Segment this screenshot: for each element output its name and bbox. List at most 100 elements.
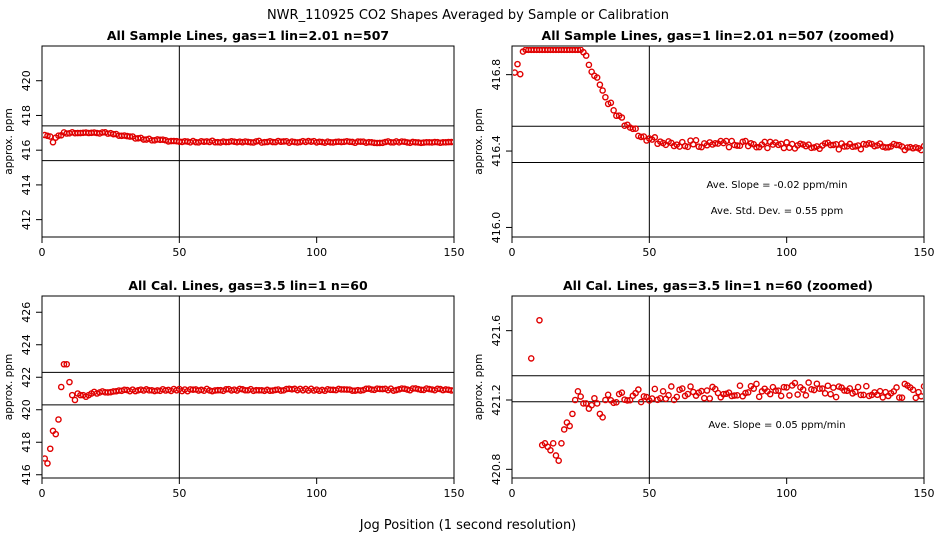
data-point — [852, 388, 859, 396]
data-point — [736, 382, 744, 389]
data-point — [60, 360, 68, 368]
panel-1: All Sample Lines, gas=1 lin=2.01 n=507 0 5… — [3, 28, 465, 259]
data-points — [43, 360, 453, 467]
data-point — [635, 386, 642, 393]
y-tick-label: 414 — [20, 174, 33, 195]
data-point — [555, 457, 562, 464]
data-point — [841, 387, 848, 394]
data-point — [830, 141, 837, 149]
x-tick-label: 0 — [39, 246, 46, 259]
data-point — [854, 383, 862, 391]
data-point — [673, 393, 681, 401]
y-axis-label: approx. ppm — [473, 108, 485, 174]
data-point — [637, 133, 645, 141]
data-point — [44, 132, 51, 140]
data-point — [637, 398, 645, 406]
data-point — [629, 125, 637, 133]
data-point — [659, 387, 667, 395]
x-tick-label: 50 — [642, 246, 656, 259]
data-point — [780, 144, 788, 152]
y-tick-label: 418 — [20, 432, 33, 453]
data-point — [744, 389, 752, 396]
data-point — [613, 399, 620, 406]
data-point — [695, 143, 703, 150]
data-point — [63, 360, 71, 368]
data-point — [596, 81, 604, 89]
data-point — [813, 380, 821, 388]
data-point — [912, 394, 920, 402]
data-point — [450, 387, 453, 394]
data-points — [513, 47, 923, 154]
data-point — [599, 414, 606, 421]
data-point — [55, 132, 62, 139]
data-point — [574, 388, 582, 395]
panel-title: All Cal. Lines, gas=3.5 lin=1 n=60 — [128, 278, 368, 293]
y-tick-label: 412 — [20, 209, 33, 230]
data-point — [805, 379, 812, 386]
y-tick-label: 426 — [20, 302, 33, 323]
y-tick-label: 420 — [20, 70, 33, 91]
data-point — [447, 138, 453, 146]
data-point — [755, 393, 763, 401]
data-point — [678, 385, 686, 392]
y-tick-label: 416 — [20, 464, 33, 485]
data-point — [52, 430, 60, 438]
figure-title: NWR_110925 CO2 Shapes Averaged by Sample… — [267, 8, 669, 23]
data-point — [791, 379, 799, 387]
x-tick-label: 0 — [509, 246, 516, 259]
data-points — [43, 129, 453, 147]
panel-title: All Sample Lines, gas=1 lin=2.01 n=507 — [107, 28, 389, 43]
data-point — [549, 440, 557, 447]
y-axis-label: approx. ppm — [3, 108, 15, 174]
data-point — [733, 142, 741, 149]
x-tick-label: 50 — [642, 487, 656, 500]
data-point — [55, 416, 62, 423]
data-point — [777, 392, 785, 400]
panel-4: All Cal. Lines, gas=3.5 lin=1 n=60 (zoom… — [473, 278, 935, 500]
data-point — [569, 410, 576, 418]
data-point — [57, 383, 65, 391]
data-point — [577, 393, 584, 400]
plot-frame — [511, 295, 925, 479]
data-point — [588, 401, 595, 409]
x-tick-label: 100 — [776, 246, 797, 259]
data-point — [604, 391, 612, 399]
data-point — [753, 380, 760, 388]
data-point — [816, 385, 823, 393]
data-point — [668, 383, 675, 390]
data-point — [593, 400, 601, 407]
x-tick-label: 100 — [776, 487, 797, 500]
data-point — [574, 47, 582, 54]
y-tick-label: 418 — [20, 105, 33, 126]
data-point — [711, 139, 719, 147]
y-tick-label: 420.8 — [490, 454, 503, 486]
x-tick-label: 150 — [914, 246, 935, 259]
data-point — [610, 399, 617, 407]
data-point — [808, 386, 815, 393]
data-point — [651, 385, 659, 393]
data-point — [618, 389, 626, 396]
data-point — [613, 112, 620, 120]
x-tick-label: 0 — [39, 487, 46, 500]
data-point — [794, 391, 801, 398]
data-point — [684, 390, 692, 398]
y-tick-label: 416.4 — [490, 135, 503, 167]
data-point — [580, 400, 587, 407]
data-point — [558, 440, 565, 447]
data-point — [703, 387, 711, 394]
data-point — [863, 382, 870, 390]
x-tick-label: 50 — [172, 246, 186, 259]
data-point — [799, 386, 807, 393]
y-tick-label: 422 — [20, 367, 33, 388]
data-point — [624, 397, 631, 404]
y-tick-label: 420 — [20, 399, 33, 420]
data-point — [547, 446, 554, 454]
data-point — [700, 394, 708, 402]
data-point — [898, 394, 906, 401]
data-point — [841, 143, 848, 150]
data-point — [706, 395, 714, 402]
data-point — [920, 383, 923, 390]
data-point — [527, 355, 535, 362]
data-point — [582, 400, 590, 407]
